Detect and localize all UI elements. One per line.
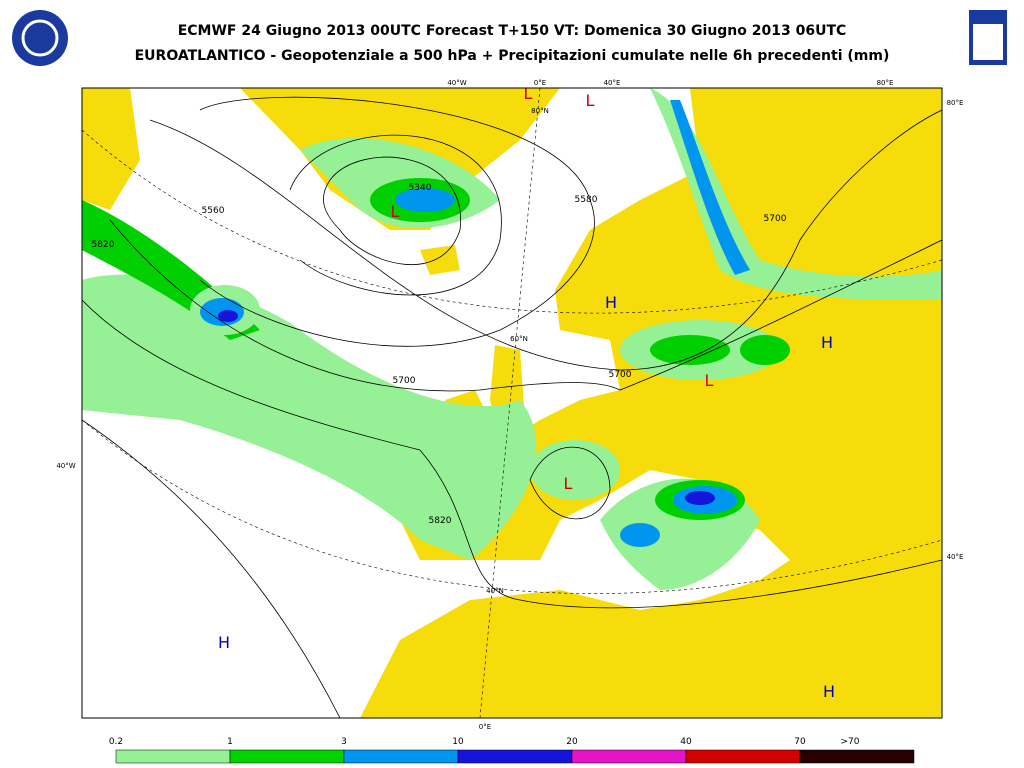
lat-label: 60°N xyxy=(510,335,528,343)
precipitation xyxy=(82,88,942,590)
contour-label: 5700 xyxy=(764,214,787,224)
logo-left xyxy=(12,10,68,66)
high-center: H xyxy=(821,333,833,352)
high-center: H xyxy=(823,682,835,701)
graticule xyxy=(82,88,942,718)
lon-label: 80°E xyxy=(947,99,964,107)
contours xyxy=(82,96,942,718)
lat-label: 80°N xyxy=(531,107,549,115)
colorbar: 0.2 1 3 10 20 40 70 >70 xyxy=(109,737,915,764)
colorbar-label: 10 xyxy=(452,737,464,747)
low-center: L xyxy=(705,371,714,390)
low-center: L xyxy=(391,202,400,221)
contour-label: 5820 xyxy=(429,516,452,526)
lon-label: 40°W xyxy=(56,462,75,470)
contour-labels: 5340 5580 5560 5820 5700 5700 5700 5820 xyxy=(92,183,787,526)
colorbar-label: 70 xyxy=(794,737,806,747)
contour-label: 5700 xyxy=(609,370,632,380)
map-frame xyxy=(81,87,943,719)
contour-label: 5560 xyxy=(202,206,225,216)
colorbar-label: 3 xyxy=(341,737,347,747)
contour-label: 5340 xyxy=(409,183,432,193)
logo-right xyxy=(969,10,1007,65)
contour-label: 5580 xyxy=(575,195,598,205)
contour-label: 5820 xyxy=(92,240,115,250)
contour-label: 5700 xyxy=(393,376,416,386)
colorbar-label: 20 xyxy=(566,737,578,747)
title: ECMWF 24 Giugno 2013 00UTC Forecast T+15… xyxy=(178,23,847,39)
low-center: L xyxy=(586,91,595,110)
map: 5340 5580 5560 5820 5700 5700 5700 5820 … xyxy=(82,84,942,718)
colorbar-label: 0.2 xyxy=(109,737,123,747)
lon-label: 0°E xyxy=(479,723,491,731)
lon-label: 0°E xyxy=(534,79,546,87)
lon-label: 80°E xyxy=(877,79,894,87)
low-center: L xyxy=(564,474,573,493)
colorbar-label: 1 xyxy=(227,737,233,747)
lon-label: 40°E xyxy=(947,553,964,561)
lon-label: 40°W xyxy=(447,79,466,87)
lon-label: 40°E xyxy=(604,79,621,87)
high-center: H xyxy=(605,293,617,312)
lat-label: 40°N xyxy=(486,587,504,595)
colorbar-label: 40 xyxy=(680,737,692,747)
low-center: L xyxy=(524,84,533,103)
subtitle: EUROATLANTICO - Geopotenziale a 500 hPa … xyxy=(135,48,890,64)
pressure-centers: L L L H H L L H H xyxy=(218,84,835,701)
colorbar-label: >70 xyxy=(841,737,860,747)
high-center: H xyxy=(218,633,230,652)
